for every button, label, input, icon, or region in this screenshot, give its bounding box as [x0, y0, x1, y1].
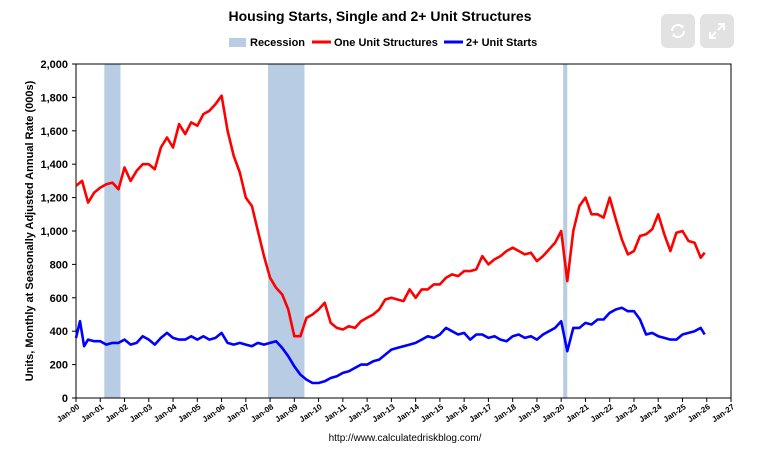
x-tick-label: Jan-24: [637, 402, 663, 424]
x-tick-label: Jan-11: [322, 402, 348, 424]
recession-band-1: [104, 64, 121, 398]
x-tick-label: Jan-03: [128, 402, 154, 424]
recession-band-2: [268, 64, 305, 398]
x-tick-label: Jan-04: [152, 402, 178, 424]
recession-bands: [104, 64, 568, 398]
x-tick-label: Jan-12: [346, 402, 372, 424]
y-tick-label: 800: [50, 259, 68, 271]
y-tick-label: 1,400: [40, 159, 68, 171]
x-axis: Jan-00Jan-01Jan-02Jan-03Jan-04Jan-05Jan-…: [55, 398, 737, 424]
x-tick-label: Jan-23: [613, 402, 639, 424]
legend-recession-swatch: [229, 38, 246, 47]
x-tick-label: Jan-27: [710, 402, 736, 424]
x-tick-label: Jan-15: [419, 402, 445, 424]
x-tick-label: Jan-09: [274, 402, 300, 424]
series-line-one-unit: [75, 94, 706, 338]
x-tick-label: Jan-22: [589, 402, 615, 424]
legend-recession-label: Recession: [250, 37, 305, 49]
y-tick-label: 0: [62, 393, 68, 405]
legend-one-unit-label: One Unit Structures: [334, 37, 438, 49]
x-tick-label: Jan-10: [298, 402, 324, 424]
y-tick-label: 2,000: [40, 59, 68, 71]
legend-multi-unit-label: 2+ Unit Starts: [466, 37, 537, 49]
chart-legend: Recession One Unit Structures 2+ Unit St…: [229, 37, 537, 49]
x-tick-label: Jan-07: [225, 402, 251, 424]
x-tick-label: Jan-17: [468, 402, 494, 424]
expand-button[interactable]: [700, 14, 734, 48]
source-url: http://www.calculatedriskblog.com/: [329, 433, 482, 444]
refresh-button[interactable]: [661, 14, 695, 48]
x-tick-label: Jan-16: [443, 402, 469, 424]
x-tick-label: Jan-20: [540, 402, 566, 424]
expand-icon: [709, 23, 725, 39]
x-tick-label: Jan-02: [104, 402, 130, 424]
series-lines: [74, 94, 706, 385]
y-axis: 0 200 400 600 800 1,000 1,200 1,400 1,600 1,800 2,…: [40, 59, 76, 405]
x-tick-label: Jan-13: [371, 402, 397, 424]
x-tick-label: Jan-18: [492, 402, 518, 424]
plot-area: [75, 63, 732, 399]
recession-band-3: [563, 64, 568, 398]
x-tick-label: Jan-21: [565, 402, 591, 424]
x-tick-label: Jan-25: [662, 402, 688, 424]
y-tick-label: 600: [50, 293, 68, 305]
x-tick-label: Jan-08: [249, 402, 275, 424]
y-tick-label: 400: [50, 326, 68, 338]
x-tick-label: Jan-14: [395, 402, 421, 424]
x-tick-label: Jan-05: [177, 402, 203, 424]
series-line-multi-unit: [74, 306, 706, 385]
y-axis-label: Units, Monthly at Seasonally Adjusted An…: [24, 80, 36, 381]
x-tick-label: Jan-06: [201, 402, 227, 424]
x-tick-label: Jan-01: [79, 402, 105, 424]
y-tick-label: 1,000: [40, 226, 68, 238]
y-tick-label: 200: [50, 360, 68, 372]
refresh-icon: [670, 23, 686, 39]
x-tick-label: Jan-19: [516, 402, 542, 424]
y-tick-label: 1,600: [40, 126, 68, 138]
y-tick-label: 1,200: [40, 193, 68, 205]
x-tick-label: Jan-26: [686, 402, 712, 424]
chart-title: Housing Starts, Single and 2+ Unit Struc…: [229, 8, 532, 24]
y-tick-label: 1,800: [40, 92, 68, 104]
x-tick-label: Jan-00: [55, 402, 81, 424]
